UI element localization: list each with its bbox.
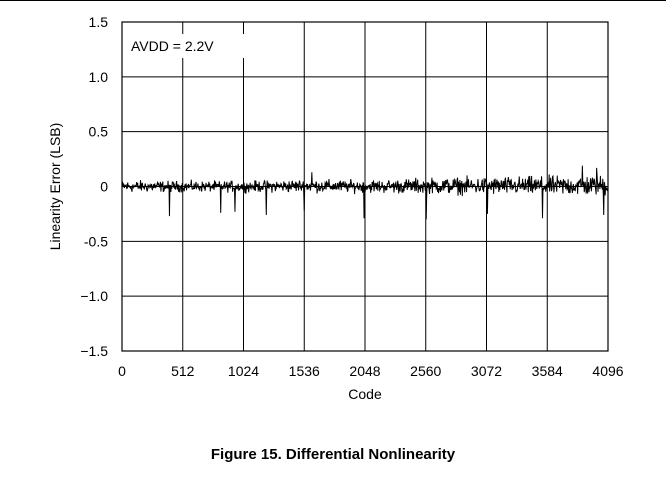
annotation-box: AVDD = 2.2V	[125, 34, 257, 58]
y-tick-label-5: −1.0	[80, 288, 108, 304]
x-tick-label-3072: 3072	[471, 363, 502, 379]
annotation-background	[125, 34, 257, 58]
x-axis-title: Code	[348, 386, 382, 402]
x-tick-label-2560: 2560	[410, 363, 441, 379]
y-tick-label-6: −1.5	[80, 343, 108, 359]
x-tick-label-512: 512	[171, 363, 195, 379]
x-tick-label-3584: 3584	[532, 363, 563, 379]
dnl-trace	[121, 165, 609, 220]
x-tick-label-0: 0	[118, 363, 126, 379]
x-tick-label-1536: 1536	[289, 363, 320, 379]
top-rule	[0, 0, 666, 1]
y-tick-label-0: 1.5	[89, 14, 109, 30]
figure-caption: Figure 15. Differential Nonlinearity	[210, 446, 456, 463]
y-tick-label-3: 0	[100, 179, 108, 195]
plot-frame	[121, 21, 609, 352]
dnl-chart: AVDD = 2.2V 1.5 1.0 0.5 0 -0.5 −1.0 −1.5 0 512 1…	[47, 14, 624, 402]
grid-lines	[122, 22, 608, 351]
x-tick-label-1024: 1024	[228, 363, 259, 379]
y-tick-label-1: 1.0	[89, 69, 109, 85]
series-dnl	[121, 165, 609, 220]
y-tick-labels: 1.5 1.0 0.5 0 -0.5 −1.0 −1.5	[80, 14, 108, 359]
x-tick-label-4096: 4096	[592, 363, 623, 379]
y-tick-label-4: -0.5	[84, 233, 108, 249]
annotation-text: AVDD = 2.2V	[131, 38, 214, 54]
y-tick-label-2: 0.5	[89, 124, 109, 140]
x-tick-labels: 0 512 1024 1536 2048 2560 3072 3584 4096	[118, 363, 624, 379]
y-axis-title: Linearity Error (LSB)	[47, 123, 63, 251]
x-tick-label-2048: 2048	[349, 363, 380, 379]
